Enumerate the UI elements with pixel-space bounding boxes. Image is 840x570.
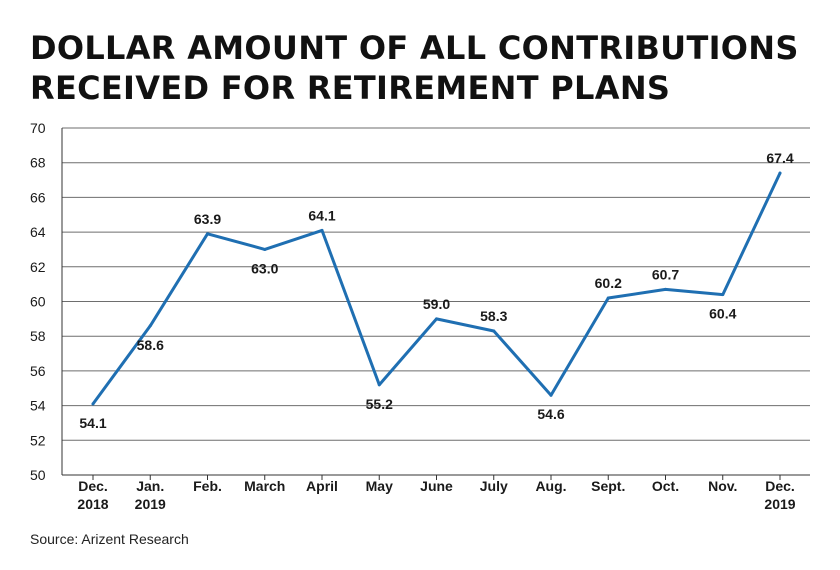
y-tick-label: 68 xyxy=(30,155,46,171)
data-label: 54.6 xyxy=(537,406,564,422)
data-point xyxy=(664,287,667,291)
x-tick-label: Sept. xyxy=(591,478,625,494)
chart-title-line-2: RECEIVED FOR RETIREMENT PLANS xyxy=(30,69,671,107)
y-tick-label: 54 xyxy=(30,398,46,414)
data-point xyxy=(435,317,438,321)
x-tick-label: March xyxy=(244,478,285,494)
x-tick-label: Oct. xyxy=(652,478,679,494)
x-tick-label: 2018 xyxy=(77,496,108,512)
x-tick-label: April xyxy=(306,478,338,494)
x-tick-label: Jan. xyxy=(136,478,164,494)
data-label: 54.1 xyxy=(79,415,106,431)
y-tick-label: 58 xyxy=(30,328,46,344)
data-label: 60.2 xyxy=(595,275,622,291)
y-tick-label: 50 xyxy=(30,467,46,483)
chart-title-line-1: DOLLAR AMOUNT OF ALL CONTRIBUTIONS xyxy=(30,29,799,67)
data-point xyxy=(721,293,725,297)
data-point xyxy=(263,247,267,251)
data-label: 60.4 xyxy=(709,306,736,322)
x-tick-label: Dec. xyxy=(765,478,795,494)
data-point xyxy=(778,171,782,175)
data-label: 59.0 xyxy=(423,296,450,312)
y-tick-label: 70 xyxy=(30,120,46,136)
x-tick-label: July xyxy=(480,478,508,494)
data-label: 58.6 xyxy=(137,337,164,353)
y-tick-label: 62 xyxy=(30,259,46,275)
data-label: 64.1 xyxy=(308,207,335,223)
data-point xyxy=(377,383,381,387)
data-label: 55.2 xyxy=(366,396,393,412)
x-tick-label: Nov. xyxy=(708,478,737,494)
data-label: 58.3 xyxy=(480,308,507,324)
y-tick-label: 66 xyxy=(30,189,46,205)
x-tick-label: Feb. xyxy=(193,478,222,494)
data-point xyxy=(206,232,209,236)
y-tick-label: 64 xyxy=(30,224,46,240)
x-tick-label: June xyxy=(420,478,453,494)
chart-title: DOLLAR AMOUNT OF ALL CONTRIBUTIONS RECEI… xyxy=(30,28,820,108)
data-label: 63.9 xyxy=(194,211,221,227)
x-tick-label: 2019 xyxy=(135,496,166,512)
data-point xyxy=(91,402,95,406)
x-tick-label: Aug. xyxy=(535,478,566,494)
data-label: 67.4 xyxy=(766,150,793,166)
data-point xyxy=(148,324,152,328)
y-tick-label: 52 xyxy=(30,432,46,448)
source-note: Source: Arizent Research xyxy=(30,531,189,547)
data-label: 63.0 xyxy=(251,260,278,276)
x-tick-label: 2019 xyxy=(764,496,795,512)
data-label: 60.7 xyxy=(652,266,679,282)
data-point xyxy=(606,296,610,300)
data-point xyxy=(320,228,324,232)
data-point xyxy=(492,329,496,333)
series-line xyxy=(91,171,782,406)
data-point xyxy=(549,393,553,397)
x-tick-label: May xyxy=(366,478,393,494)
x-tick-label: Dec. xyxy=(78,478,108,494)
y-tick-label: 60 xyxy=(30,294,46,310)
y-tick-label: 56 xyxy=(30,363,46,379)
